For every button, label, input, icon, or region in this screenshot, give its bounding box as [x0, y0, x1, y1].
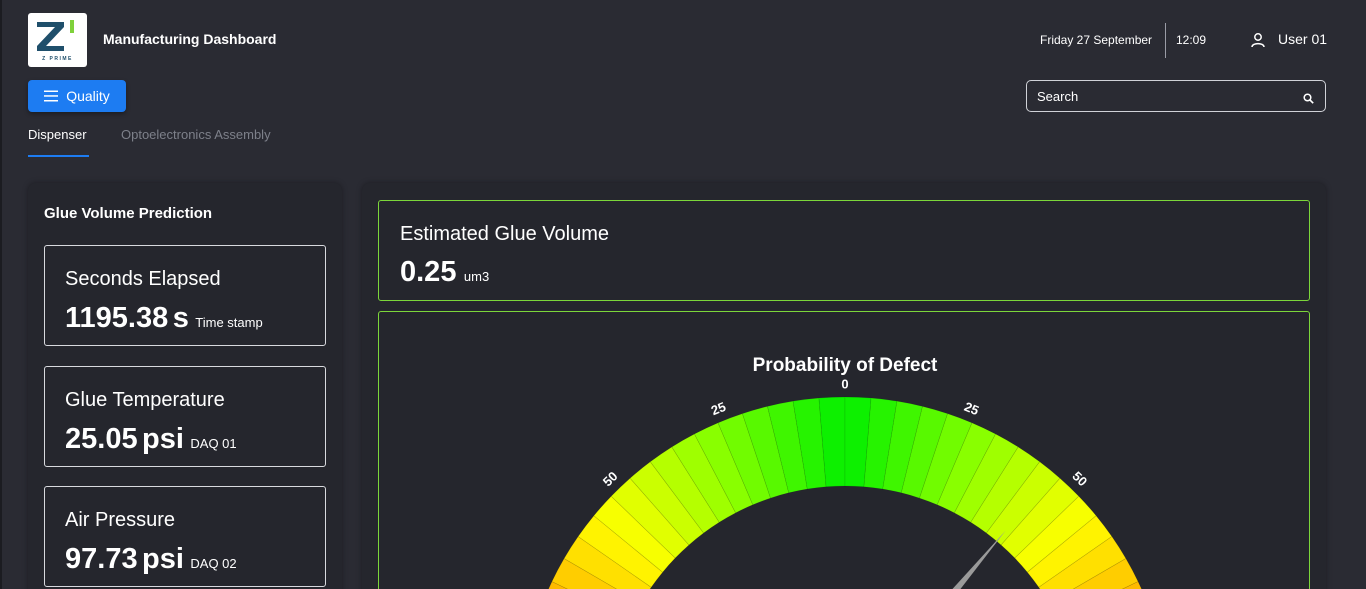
estimate-label: Estimated Glue Volume: [400, 223, 609, 245]
search-box[interactable]: [1026, 80, 1326, 112]
metric-label: Seconds Elapsed: [65, 268, 221, 290]
gauge-segment: [548, 581, 569, 589]
metric-unit: psi: [142, 543, 184, 575]
metric-unit: psi: [142, 423, 184, 455]
search-input[interactable]: [1037, 81, 1297, 111]
metric-source: Time stamp: [195, 315, 263, 330]
metric-value: 1195.38: [65, 302, 169, 334]
gauge-segment: [767, 400, 808, 494]
metric-value: 25.05: [65, 423, 138, 455]
glue-volume-estimate-panel: Estimated Glue Volume 0.25 um3 Probabili…: [362, 183, 1326, 589]
metric-source: DAQ 02: [190, 556, 237, 571]
user-name[interactable]: User 01: [1278, 31, 1328, 47]
quality-menu-button[interactable]: Quality: [28, 80, 126, 112]
quality-menu-label: Quality: [66, 88, 110, 104]
tab-dispenser[interactable]: Dispenser: [28, 127, 87, 142]
app-title: Manufacturing Dashboard: [103, 31, 277, 47]
glue-temperature-card: Glue Temperature 25.05 psi DAQ 01: [44, 366, 326, 467]
gauge-segment: [593, 495, 676, 573]
gauge-segment: [863, 397, 898, 490]
gauge-segment: [610, 477, 690, 559]
gauge-segment: [551, 558, 618, 589]
defect-gauge: Probability of Defect 50 25 0 25 50: [548, 355, 1142, 589]
gauge-tick-label: 25: [962, 399, 981, 418]
metric-label: Glue Temperature: [65, 389, 225, 411]
active-tab-indicator: [28, 155, 89, 157]
gauge-segment: [900, 405, 949, 499]
gauge-tick-label: 50: [600, 468, 621, 489]
metric-unit: s: [172, 302, 189, 334]
metric-value-row: 25.05 psi DAQ 01: [65, 423, 237, 456]
gauge-segment: [1121, 581, 1142, 589]
gauge-tick-labels: 50 25 0 25 50: [600, 376, 1091, 489]
gauge-segment: [1000, 477, 1080, 559]
gauge-segment: [1014, 495, 1097, 573]
gauge-segment: [563, 536, 652, 589]
search-icon[interactable]: [1303, 91, 1314, 109]
gauge-segment: [577, 515, 664, 588]
gauge-segment: [953, 433, 1019, 523]
estimate-unit: um3: [463, 269, 490, 284]
tab-optoelectronics-assembly[interactable]: Optoelectronics Assembly: [121, 127, 271, 142]
air-pressure-card: Air Pressure 97.73 psi DAQ 02: [44, 486, 326, 587]
probability-of-defect-gauge-card: Probability of Defect 50 25 0 25 50: [378, 311, 1310, 589]
app-logo: Z PRIME: [28, 13, 87, 67]
gauge-tick-label: 50: [1069, 468, 1090, 489]
logo-brand-text: Z PRIME: [42, 56, 73, 62]
gauge-title: Probability of Defect: [753, 355, 938, 376]
estimated-glue-volume-card: Estimated Glue Volume 0.25 um3: [378, 200, 1310, 301]
gauge-segment: [792, 397, 827, 490]
estimate-value: 0.25: [400, 256, 457, 288]
gauge-segment: [671, 433, 737, 523]
header-divider: [1165, 23, 1166, 58]
metric-value: 97.73: [65, 543, 138, 575]
z-prime-logo-icon: [37, 20, 74, 51]
gauge-segment: [693, 422, 754, 514]
header-date: Friday 27 September: [1040, 33, 1153, 47]
gauge-tick-label: 25: [709, 399, 728, 418]
seconds-elapsed-card: Seconds Elapsed 1195.38 s Time stamp: [44, 245, 326, 346]
gauge-segment: [741, 405, 790, 499]
gauge-needle: [952, 530, 1006, 589]
metric-value-row: 97.73 psi DAQ 02: [65, 543, 237, 576]
hamburger-icon: [44, 90, 59, 102]
gauge-segments: [548, 396, 1142, 589]
gauge-segment: [1072, 558, 1139, 589]
panel-title: Glue Volume Prediction: [44, 205, 213, 222]
metric-label: Air Pressure: [65, 509, 176, 531]
header-time: 12:09: [1176, 33, 1207, 47]
metric-source: DAQ 01: [190, 436, 237, 451]
estimate-value-row: 0.25 um3: [400, 256, 489, 289]
metric-value-row: 1195.38 s Time stamp: [65, 302, 263, 335]
gauge-tick-label: 0: [841, 376, 848, 391]
user-icon[interactable]: [1250, 32, 1266, 53]
glue-volume-prediction-panel: Glue Volume Prediction Seconds Elapsed 1…: [28, 183, 342, 589]
window-edge: [0, 0, 2, 589]
gauge-segment: [1026, 515, 1113, 588]
gauge-segment: [629, 461, 705, 546]
